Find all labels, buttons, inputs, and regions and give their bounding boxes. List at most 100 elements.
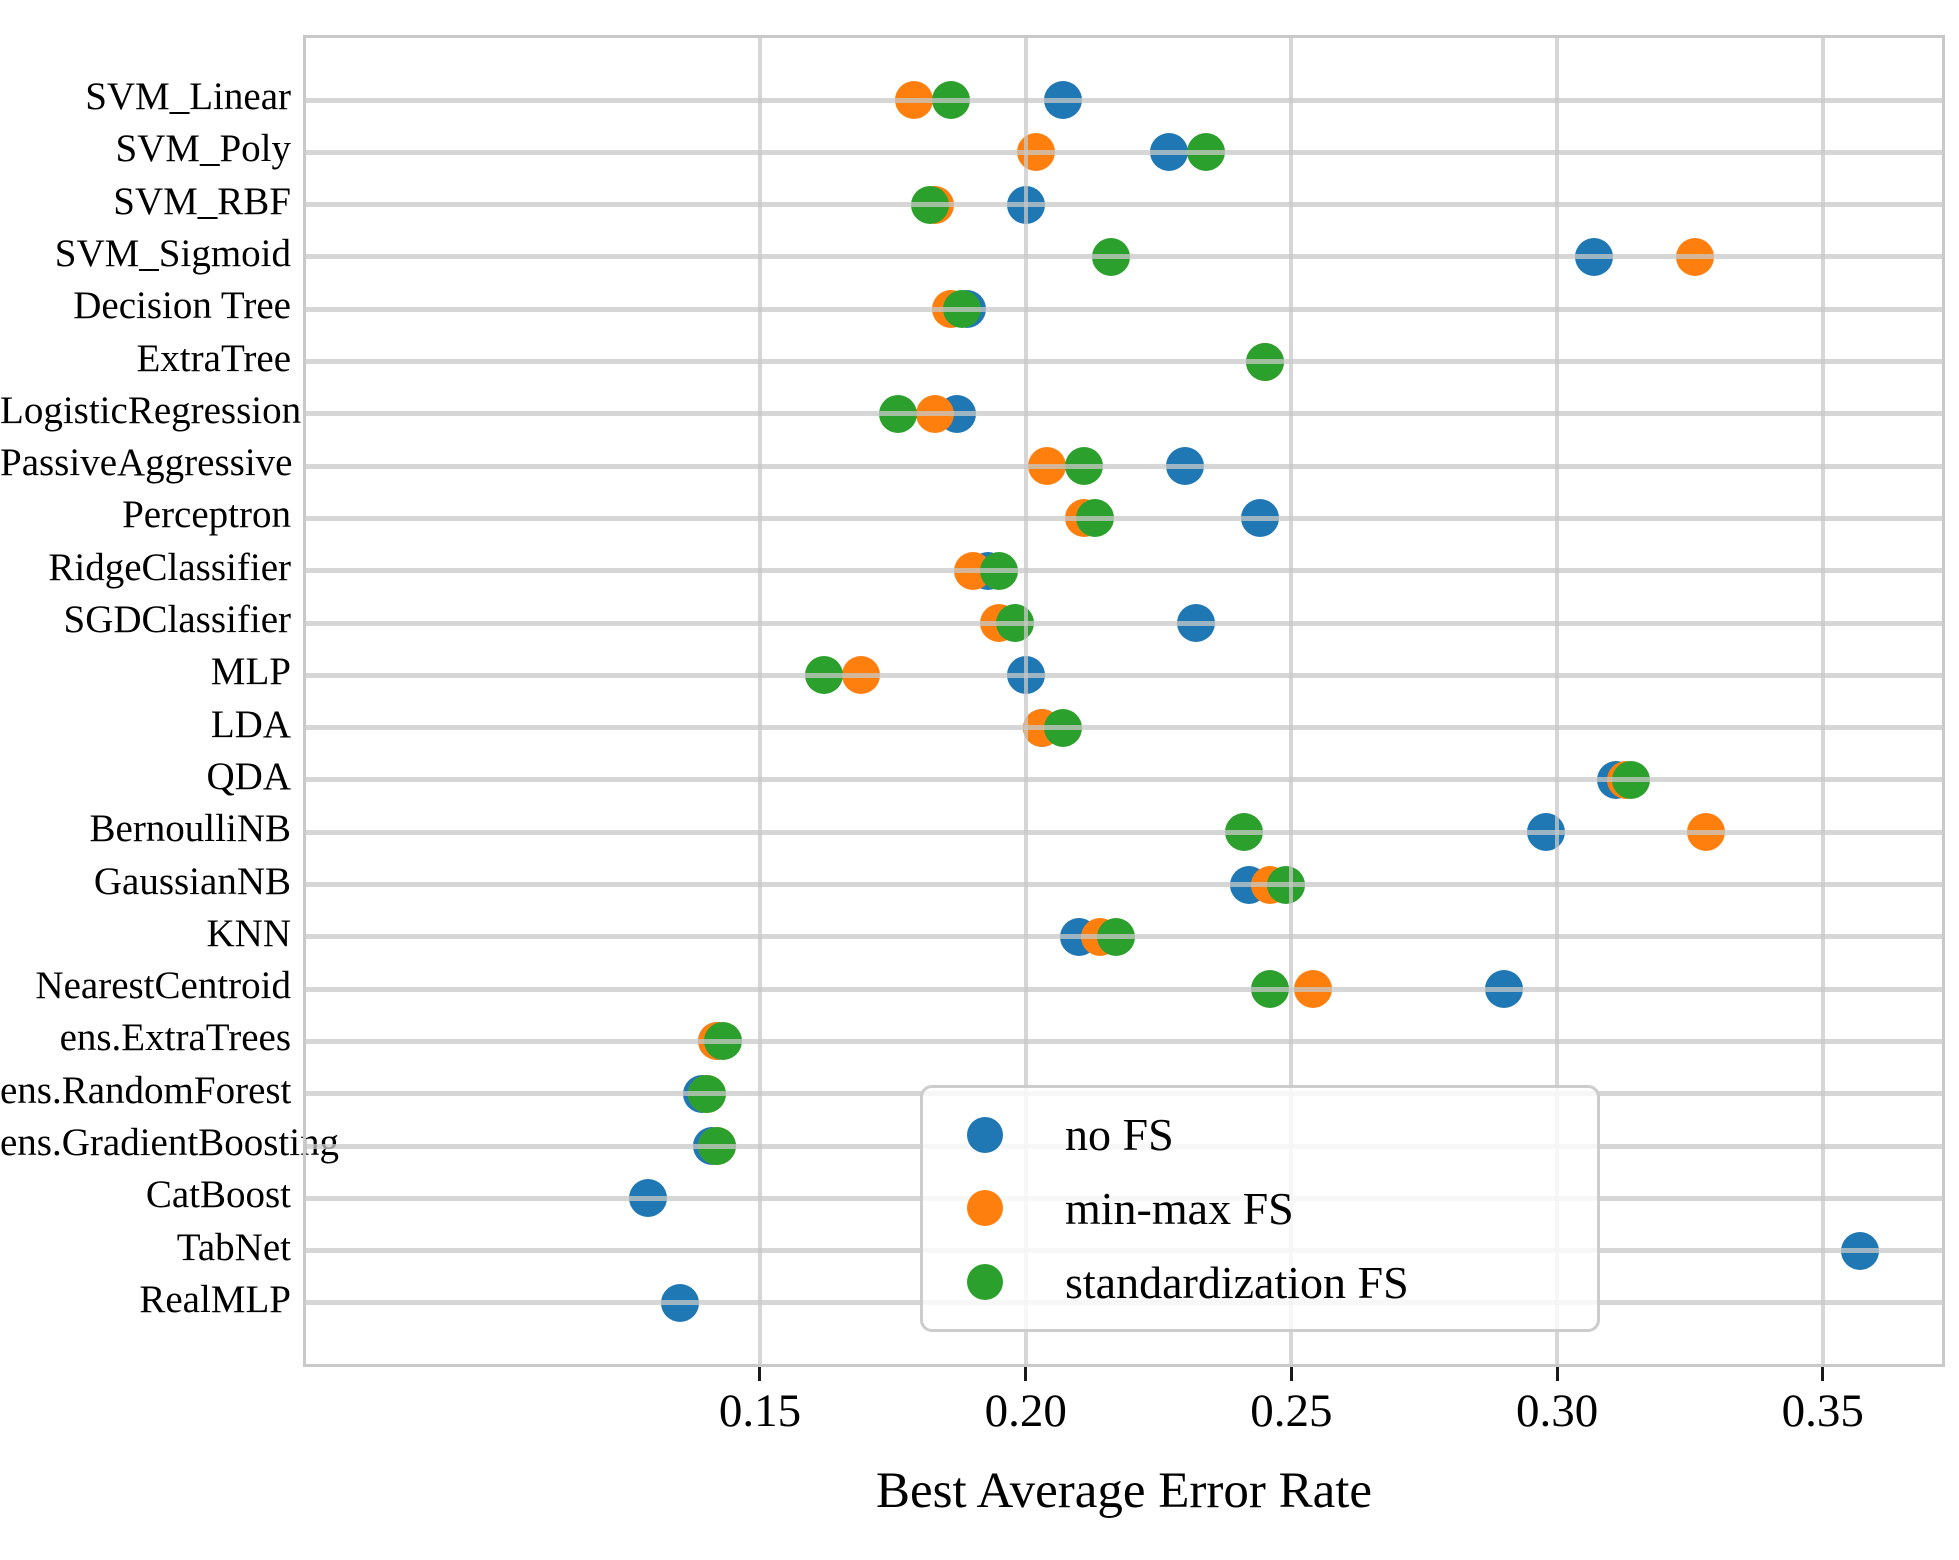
legend-marker-icon <box>967 1190 1003 1227</box>
h-gridline <box>303 725 1945 731</box>
y-category-label: ens.GradientBoosting <box>0 1121 340 1164</box>
h-gridline <box>303 97 1945 103</box>
legend-entry: standardization FS <box>967 1256 1597 1309</box>
h-gridline <box>303 515 1945 521</box>
legend-label: min-max FS <box>1065 1182 1294 1234</box>
data-point <box>1224 813 1263 852</box>
data-point <box>1484 970 1523 1009</box>
y-category-label: ens.ExtraTrees <box>59 1016 291 1060</box>
data-point <box>1006 185 1045 224</box>
h-gridline <box>303 359 1945 364</box>
y-category-label: MLP <box>210 650 291 694</box>
data-point <box>1043 81 1082 119</box>
x-tick-label: 0.35 <box>1781 1385 1864 1437</box>
y-category-label: QDA <box>206 754 292 798</box>
y-category-label: Decision Tree <box>73 284 291 328</box>
y-category-label: ExtraTree <box>136 336 291 380</box>
legend-marker-icon <box>967 1264 1003 1301</box>
h-gridline <box>303 777 1945 783</box>
data-point <box>1245 342 1284 381</box>
y-category-label: KNN <box>206 911 292 955</box>
x-tick-mark <box>1555 1367 1559 1381</box>
data-point <box>911 185 950 224</box>
data-point <box>1176 604 1215 642</box>
h-gridline <box>303 672 1945 678</box>
y-category-label: RidgeClassifier <box>48 545 291 589</box>
y-category-label: CatBoost <box>145 1173 291 1217</box>
h-gridline <box>303 882 1945 887</box>
y-category-label: GaussianNB <box>93 859 291 903</box>
h-gridline <box>303 306 1945 312</box>
x-axis-title: Best Average Error Rate <box>875 1463 1373 1519</box>
data-point <box>687 1074 726 1113</box>
data-point <box>1575 237 1614 276</box>
x-tick-mark <box>1821 1367 1825 1381</box>
y-category-label: LDA <box>210 702 291 746</box>
data-point <box>841 656 880 695</box>
data-point <box>916 394 955 433</box>
data-point <box>1065 447 1104 486</box>
x-tick-label: 0.25 <box>1250 1385 1333 1437</box>
data-point <box>1166 447 1205 486</box>
h-gridline <box>303 568 1945 574</box>
y-category-label: Perceptron <box>122 493 291 537</box>
h-gridline <box>303 411 1945 417</box>
y-category-label: SVM_Poly <box>115 127 291 171</box>
y-category-label: NearestCentroid <box>35 964 291 1008</box>
v-gridline <box>1820 35 1825 1367</box>
x-tick-label: 0.20 <box>984 1385 1067 1437</box>
h-gridline <box>303 986 1945 992</box>
x-tick-mark <box>758 1367 762 1381</box>
h-gridline <box>303 463 1945 469</box>
data-point <box>1267 865 1306 904</box>
data-point <box>942 290 981 329</box>
h-gridline <box>303 620 1945 626</box>
data-point <box>1686 813 1725 852</box>
data-point <box>1251 970 1290 1009</box>
data-point <box>1676 237 1715 276</box>
y-category-label: SGDClassifier <box>63 598 292 641</box>
y-category-label: SVM_RBF <box>113 179 291 223</box>
data-point <box>932 81 971 119</box>
data-point <box>996 604 1035 642</box>
legend-marker-icon <box>967 1116 1003 1153</box>
data-point <box>1043 708 1082 747</box>
data-point <box>629 1179 668 1218</box>
data-point <box>895 81 934 119</box>
y-category-label: PassiveAggressive <box>0 441 293 485</box>
x-tick-label: 0.15 <box>718 1385 802 1437</box>
x-tick-mark <box>1289 1367 1293 1381</box>
legend-entry: min-max FS <box>967 1182 1597 1235</box>
legend-entry: no FS <box>967 1108 1597 1161</box>
data-point <box>703 1022 742 1061</box>
data-point <box>1612 760 1651 799</box>
data-point <box>1187 133 1226 172</box>
data-point <box>980 551 1019 590</box>
data-point <box>1150 133 1189 172</box>
data-point <box>804 656 843 695</box>
data-point <box>1006 656 1045 695</box>
y-category-label: ens.RandomForest <box>0 1068 292 1112</box>
data-point <box>879 394 918 433</box>
y-category-label: SVM_Sigmoid <box>54 231 291 275</box>
data-point <box>698 1127 737 1165</box>
legend-label: no FS <box>1065 1109 1174 1161</box>
data-point <box>1097 917 1136 956</box>
data-point <box>1017 133 1056 172</box>
data-point <box>1293 970 1332 1009</box>
legend-label: standardization FS <box>1065 1256 1409 1308</box>
x-tick-mark <box>1024 1367 1028 1381</box>
data-point <box>1091 237 1130 276</box>
v-gridline <box>757 35 762 1367</box>
h-gridline <box>303 1038 1945 1044</box>
data-point <box>1075 499 1114 538</box>
h-gridline <box>303 202 1945 208</box>
y-category-label: RealMLP <box>139 1277 291 1321</box>
data-point <box>661 1283 700 1322</box>
y-category-label: SVM_Linear <box>85 75 291 118</box>
h-gridline <box>303 149 1945 155</box>
y-category-label: BernoulliNB <box>89 807 292 851</box>
y-category-label: LogisticRegression <box>0 388 302 432</box>
x-tick-label: 0.30 <box>1515 1385 1599 1437</box>
